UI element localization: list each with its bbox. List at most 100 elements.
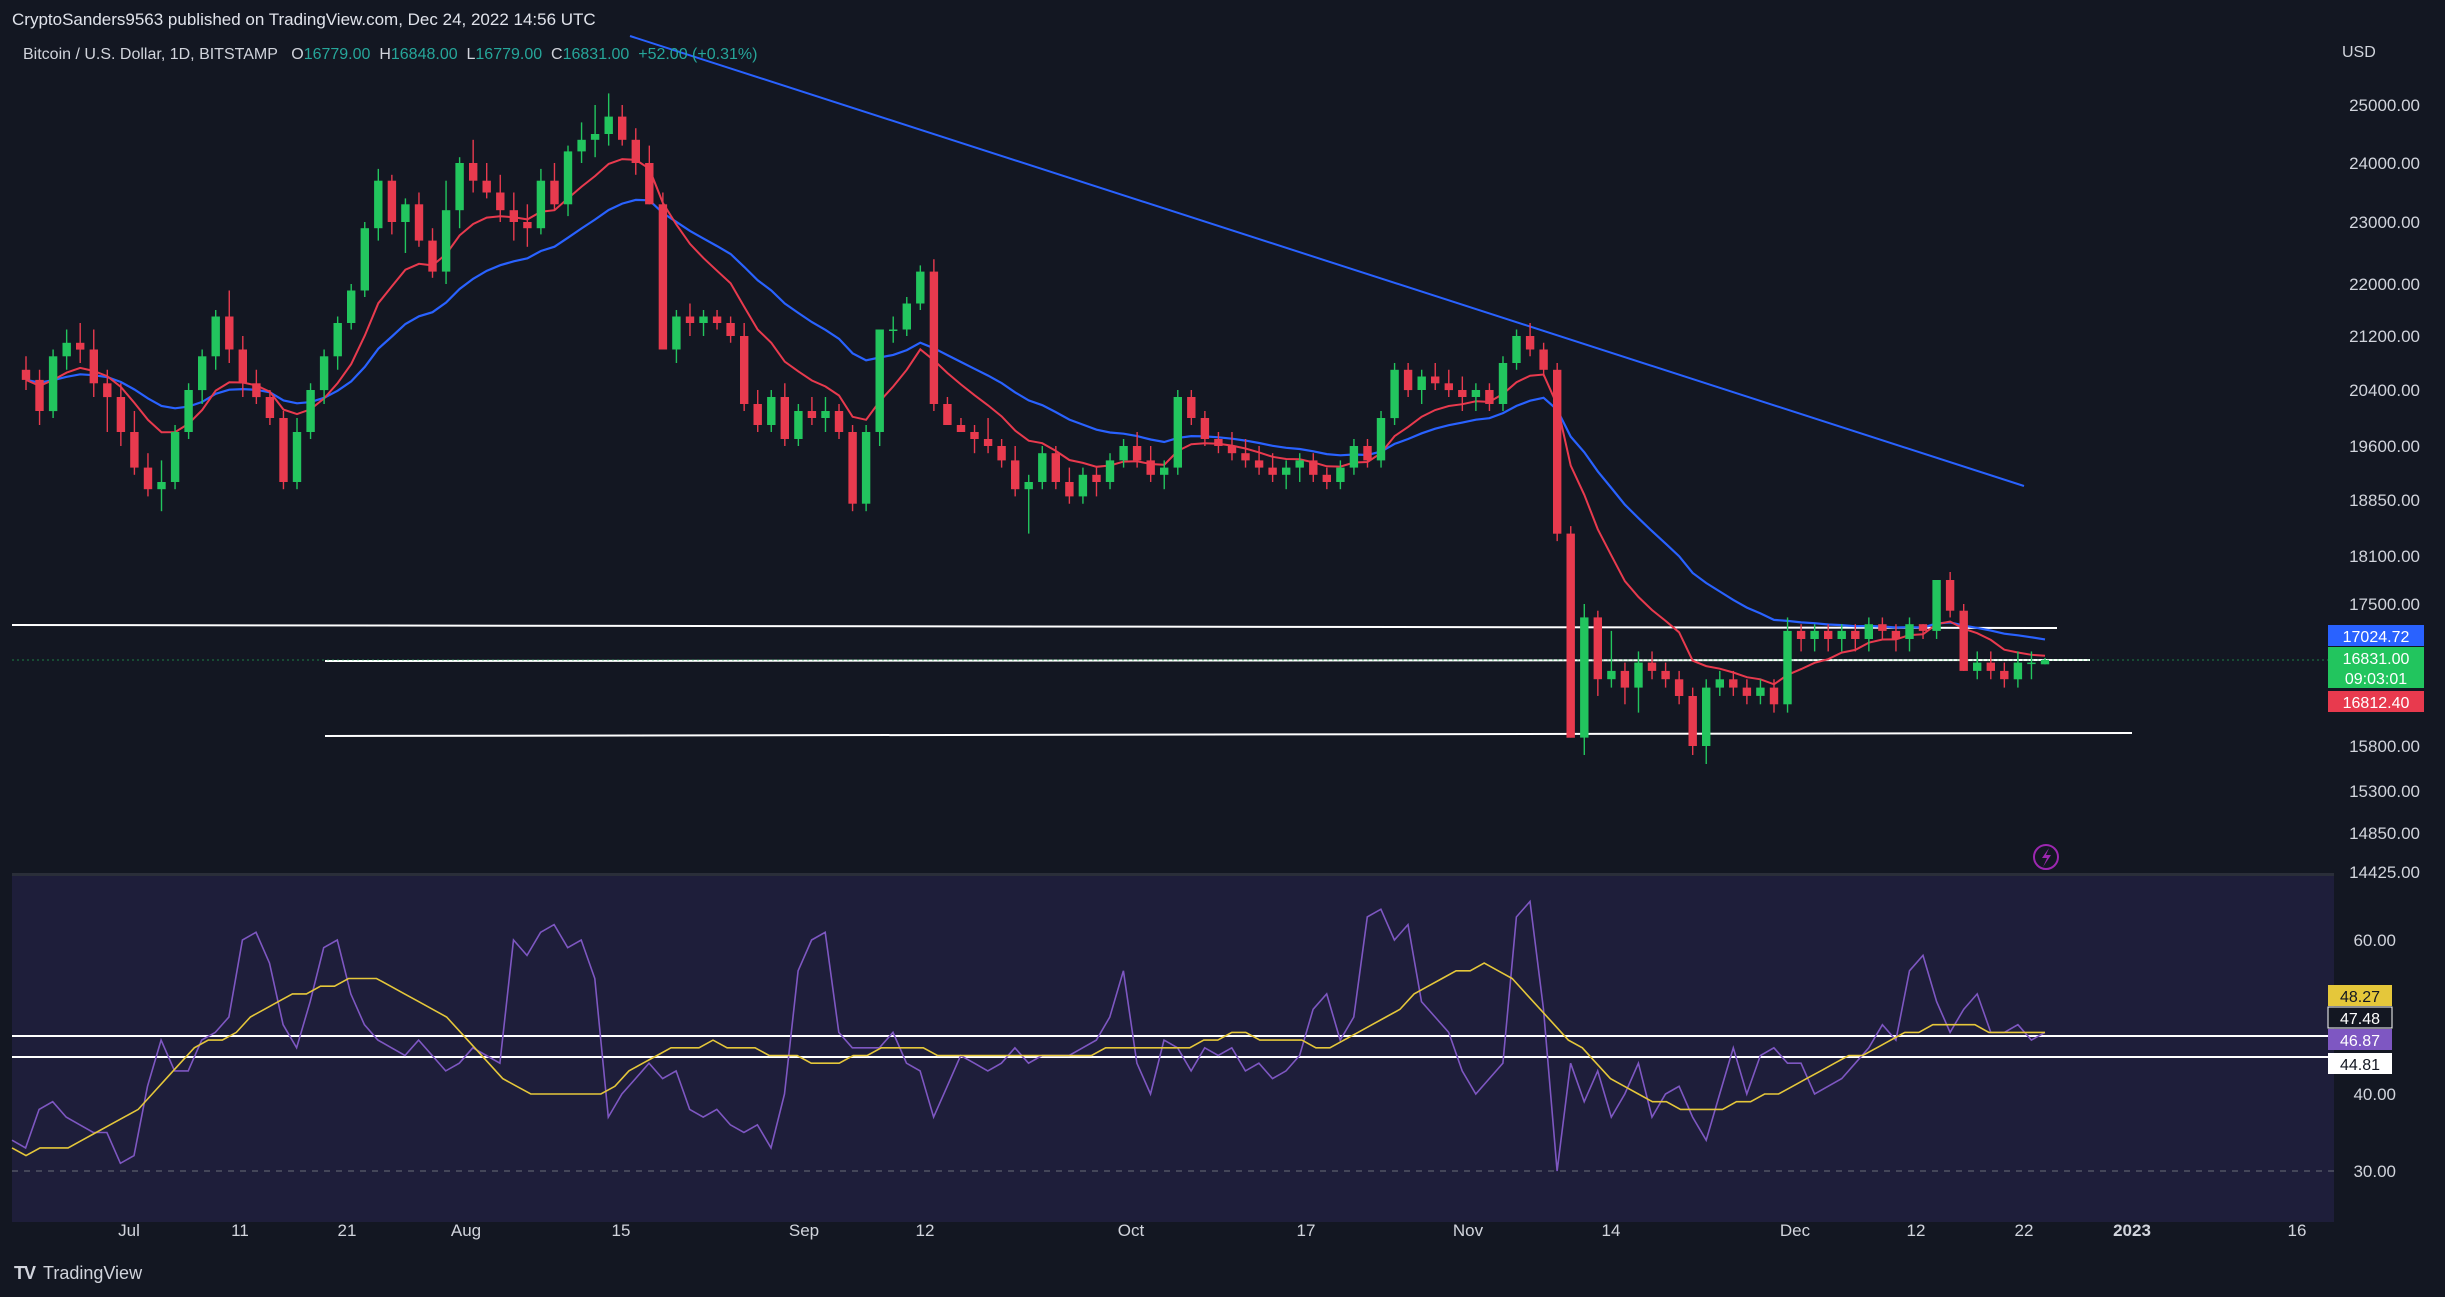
x-tick-label: 17 <box>1297 1221 1316 1240</box>
candle-body <box>1200 418 1210 439</box>
brand-label: TradingView <box>43 1263 143 1283</box>
symbol-info: Bitcoin / U.S. Dollar, 1D, BITSTAMP O167… <box>23 46 757 64</box>
candle-body <box>2027 662 2036 665</box>
price-tick-label: 21200.00 <box>2349 327 2420 346</box>
close-label: C <box>551 46 563 63</box>
candle-body <box>130 432 139 468</box>
candle-body <box>577 139 586 152</box>
ema-fast-line <box>25 158 2046 686</box>
x-tick-label: Nov <box>1453 1221 1484 1240</box>
candle-body <box>1756 687 1765 696</box>
price-tick-label: 14425.00 <box>2349 863 2420 882</box>
candle-body <box>1417 376 1426 390</box>
candle-body <box>1864 624 1873 639</box>
candle-body <box>523 222 532 229</box>
candle-body <box>1918 624 1928 631</box>
candle-body <box>1783 630 1792 705</box>
candle-body <box>1105 460 1115 482</box>
candle-body <box>1160 467 1169 475</box>
candle-body <box>1851 630 1860 639</box>
candle-body <box>1458 390 1467 397</box>
candle-body <box>1471 390 1481 397</box>
x-tick-label: Oct <box>1118 1221 1145 1240</box>
candle-body <box>1647 662 1657 671</box>
candle-body <box>1214 439 1223 446</box>
candle-body <box>997 446 1006 461</box>
rsi-badge-text: 46.87 <box>2340 1033 2380 1050</box>
candle-body <box>225 316 234 350</box>
lightning-bolt-icon <box>2042 848 2051 867</box>
candle-body <box>1011 460 1020 490</box>
candle-body <box>509 210 518 222</box>
candle-body <box>360 228 369 291</box>
price-tick-label: 23000.00 <box>2349 213 2420 232</box>
candle-body <box>1119 446 1128 461</box>
candle-body <box>590 134 600 140</box>
candle-body <box>1173 397 1182 468</box>
low-label: L <box>466 46 476 63</box>
candle-body <box>604 116 613 134</box>
candle-body <box>2000 670 2009 680</box>
candle-body <box>35 379 44 411</box>
candle-body <box>767 397 776 425</box>
x-tick-label: Aug <box>451 1221 481 1240</box>
candle-body <box>1146 460 1155 475</box>
candle-body <box>1390 369 1399 419</box>
candle-body <box>834 411 844 432</box>
candle-body <box>699 316 708 323</box>
x-tick-label: Sep <box>789 1221 819 1240</box>
candle-body <box>1607 670 1616 680</box>
candle-body <box>1702 687 1711 746</box>
candle-body <box>1661 670 1670 680</box>
candle-body <box>265 397 275 418</box>
candle-body <box>157 482 166 490</box>
candle-body <box>1268 467 1277 475</box>
low-value: 16779.00 <box>475 46 543 63</box>
candle-body <box>983 439 993 446</box>
tradingview-logo-icon: TV <box>14 1263 36 1283</box>
tradingview-brand[interactable]: TV TradingView <box>14 1263 142 1284</box>
footer <box>0 1248 2445 1297</box>
candle-body <box>563 151 573 205</box>
candle-body <box>1945 580 1955 611</box>
price-tick-label: 25000.00 <box>2349 96 2420 115</box>
candle-body <box>1729 679 1738 688</box>
candle-body <box>1403 369 1413 391</box>
candle-body <box>889 329 898 331</box>
x-tick-label: 21 <box>338 1221 357 1240</box>
candle-body <box>1715 679 1724 688</box>
currency-label[interactable]: USD <box>2342 44 2376 61</box>
candle-body <box>1241 453 1250 461</box>
candle-body <box>821 411 830 418</box>
candle-body <box>1674 679 1684 696</box>
price-badge-text: 09:03:01 <box>2345 671 2407 688</box>
candle-body <box>848 432 857 504</box>
price-badge-text: 17024.72 <box>2343 629 2410 646</box>
price-tick-label: 24000.00 <box>2349 154 2420 173</box>
candle-body <box>970 432 979 439</box>
price-tick-label: 20400.00 <box>2349 381 2420 400</box>
candle-body <box>780 397 789 439</box>
candle-body <box>1078 474 1088 497</box>
candle-body <box>103 383 112 398</box>
candle-body <box>1309 460 1318 475</box>
candle-body <box>76 342 85 350</box>
rsi-badge-text: 48.27 <box>2340 989 2380 1006</box>
rsi-badge <box>2328 1029 2392 1050</box>
published-text: CryptoSanders9563 published on TradingVi… <box>12 10 596 29</box>
top-bar: CryptoSanders9563 published on TradingVi… <box>0 0 2445 36</box>
candle-body <box>279 418 288 482</box>
candle-body <box>482 180 491 193</box>
price-tick-label: 15800.00 <box>2349 737 2420 756</box>
candle-body <box>198 356 207 391</box>
candle-body <box>740 336 749 404</box>
candle-body <box>1376 418 1386 461</box>
price-badge <box>2328 625 2424 646</box>
candle-body <box>387 180 397 222</box>
candle-body <box>292 432 302 482</box>
x-tick-label: Jul <box>118 1221 140 1240</box>
candle-body <box>1444 383 1453 391</box>
x-tick-label: 12 <box>1907 1221 1926 1240</box>
candle-body <box>252 383 261 398</box>
